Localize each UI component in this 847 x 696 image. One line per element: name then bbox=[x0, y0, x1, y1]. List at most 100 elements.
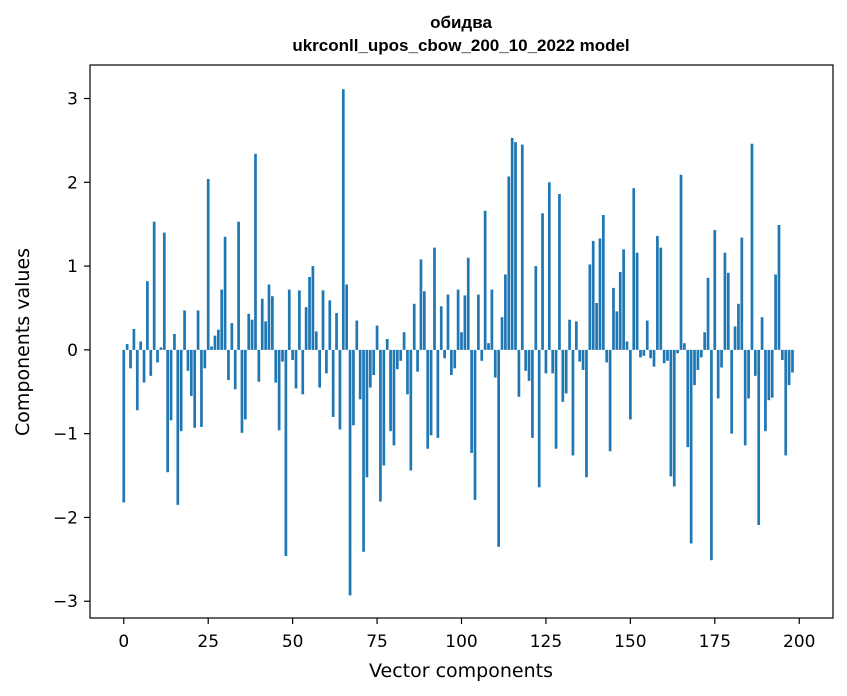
bar bbox=[591, 240, 595, 350]
bar bbox=[314, 331, 318, 350]
bar bbox=[152, 221, 156, 350]
bar bbox=[581, 349, 585, 370]
bar bbox=[311, 266, 315, 350]
bar bbox=[395, 349, 399, 370]
bar bbox=[254, 153, 257, 350]
bar bbox=[490, 289, 494, 350]
bar bbox=[780, 349, 784, 360]
bar bbox=[260, 298, 264, 350]
bar bbox=[537, 349, 541, 488]
bar bbox=[358, 349, 362, 400]
bar bbox=[179, 349, 183, 432]
bar bbox=[203, 349, 207, 369]
bar bbox=[588, 264, 592, 350]
bar bbox=[399, 349, 403, 361]
x-axis-ticks: 0 25 50 75 100 125 150 175 200 bbox=[118, 618, 815, 652]
bar bbox=[318, 349, 321, 388]
bar bbox=[656, 235, 659, 350]
bar bbox=[443, 349, 446, 359]
bar bbox=[652, 349, 656, 367]
bar bbox=[568, 319, 571, 350]
bar bbox=[507, 176, 511, 350]
bar bbox=[355, 320, 359, 350]
bar bbox=[534, 266, 538, 350]
y-tick-label: 1 bbox=[67, 257, 78, 277]
y-tick-label: 0 bbox=[67, 341, 78, 361]
bar bbox=[365, 349, 369, 478]
bar bbox=[672, 349, 676, 487]
bar bbox=[274, 349, 278, 383]
x-tick-label: 25 bbox=[197, 632, 219, 652]
bar bbox=[710, 349, 713, 561]
x-tick-label: 0 bbox=[118, 632, 129, 652]
bar bbox=[348, 349, 352, 596]
bar bbox=[382, 349, 386, 466]
bar bbox=[632, 188, 636, 350]
bar bbox=[730, 349, 734, 434]
bar bbox=[699, 349, 703, 358]
bar bbox=[703, 332, 707, 350]
bar bbox=[149, 349, 153, 376]
bar bbox=[625, 341, 629, 350]
bar bbox=[281, 349, 284, 362]
bar bbox=[622, 249, 625, 350]
bar bbox=[662, 349, 666, 364]
bar bbox=[206, 178, 210, 350]
bar bbox=[561, 349, 565, 402]
bar bbox=[308, 276, 311, 350]
bar bbox=[439, 306, 443, 350]
bar bbox=[257, 349, 261, 382]
bar bbox=[227, 349, 230, 381]
x-axis-label: Vector components bbox=[369, 660, 553, 682]
bar bbox=[605, 349, 609, 363]
bar bbox=[723, 252, 727, 350]
bar bbox=[331, 349, 335, 417]
bar bbox=[142, 349, 146, 383]
bar bbox=[341, 89, 345, 350]
x-tick-label: 175 bbox=[699, 632, 731, 652]
bar bbox=[517, 349, 521, 397]
bar bbox=[385, 338, 389, 350]
bar bbox=[328, 300, 332, 350]
bar bbox=[767, 349, 771, 401]
bar bbox=[480, 349, 484, 361]
bar bbox=[176, 349, 180, 505]
bar bbox=[791, 349, 794, 373]
bar bbox=[375, 325, 379, 350]
bar bbox=[173, 333, 176, 350]
bar bbox=[544, 349, 548, 374]
bar bbox=[247, 313, 251, 350]
bar bbox=[267, 284, 271, 350]
bar bbox=[132, 328, 136, 350]
bar bbox=[639, 349, 642, 358]
bar bbox=[220, 289, 224, 350]
bar bbox=[524, 349, 528, 371]
bar bbox=[585, 349, 588, 478]
bar bbox=[321, 290, 325, 350]
bar bbox=[284, 349, 288, 556]
bar bbox=[189, 349, 193, 396]
bar bbox=[304, 307, 308, 350]
x-tick-label: 200 bbox=[783, 632, 815, 652]
bar bbox=[277, 349, 281, 431]
bar bbox=[764, 349, 767, 432]
bar bbox=[743, 349, 747, 446]
x-tick-label: 75 bbox=[366, 632, 388, 652]
bar bbox=[186, 349, 190, 371]
bar bbox=[129, 349, 132, 369]
bar bbox=[460, 332, 463, 350]
bar bbox=[325, 349, 328, 374]
bar bbox=[463, 295, 467, 350]
bar bbox=[200, 349, 203, 427]
y-tick-label: 2 bbox=[67, 173, 78, 193]
bar bbox=[716, 349, 720, 399]
bar bbox=[473, 349, 477, 500]
bar bbox=[372, 349, 376, 376]
bar bbox=[493, 349, 497, 378]
bar bbox=[629, 349, 632, 420]
bar bbox=[696, 349, 700, 370]
bar bbox=[352, 349, 355, 426]
bar bbox=[135, 349, 139, 411]
bar bbox=[706, 277, 710, 350]
bar bbox=[686, 349, 690, 448]
